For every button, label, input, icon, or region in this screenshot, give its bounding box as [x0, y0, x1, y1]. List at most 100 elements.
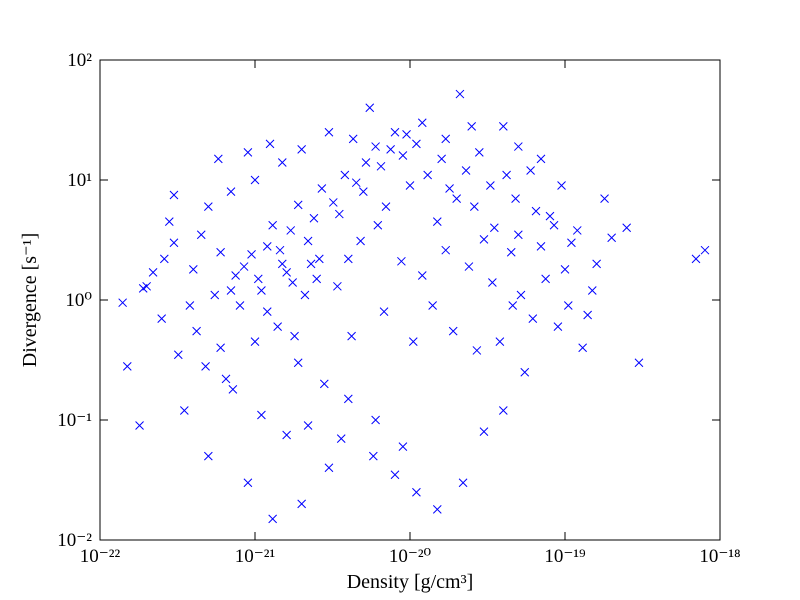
point: [412, 139, 421, 149]
point: [297, 499, 307, 509]
point: [428, 301, 438, 310]
point: [319, 379, 329, 389]
point: [412, 487, 421, 497]
point: [634, 358, 644, 368]
point: [567, 238, 576, 248]
point: [549, 220, 559, 230]
point: [513, 142, 523, 151]
point: [545, 211, 555, 221]
point: [526, 166, 535, 175]
point: [340, 170, 350, 180]
x-tick-label: 10⁻¹⁹: [544, 546, 586, 567]
y-tick-label: 10⁻²: [57, 530, 92, 551]
point: [381, 202, 391, 211]
point: [343, 394, 353, 404]
point: [268, 220, 278, 230]
point: [277, 158, 287, 167]
point: [700, 245, 710, 255]
point: [336, 434, 346, 443]
point: [390, 127, 400, 137]
point: [324, 463, 334, 473]
point: [373, 220, 383, 230]
point: [464, 262, 474, 271]
point: [417, 118, 427, 128]
point: [262, 241, 272, 251]
point: [243, 147, 253, 157]
point: [277, 259, 287, 269]
point: [235, 301, 245, 310]
point: [173, 350, 183, 360]
point: [379, 307, 389, 316]
point: [489, 223, 499, 233]
point: [343, 254, 353, 264]
point: [164, 217, 174, 226]
x-tick-label: 10⁻²²: [80, 546, 121, 567]
point: [213, 154, 223, 164]
point: [268, 514, 278, 524]
point: [286, 226, 296, 235]
point: [361, 158, 371, 167]
point: [314, 254, 324, 264]
point: [528, 314, 538, 323]
point: [118, 298, 128, 308]
point: [216, 343, 225, 353]
point: [390, 470, 400, 480]
point: [691, 254, 701, 264]
point: [351, 178, 361, 188]
point: [520, 367, 530, 377]
point: [583, 310, 593, 320]
point: [247, 250, 256, 259]
point: [445, 184, 454, 193]
point: [290, 331, 299, 341]
point: [486, 181, 495, 190]
point: [441, 245, 451, 255]
point: [300, 290, 310, 300]
point: [169, 238, 179, 248]
point: [452, 194, 462, 203]
point: [371, 415, 380, 425]
x-axis-label: Density [g/cm³]: [347, 571, 474, 593]
point: [423, 170, 433, 180]
point: [203, 202, 213, 211]
point: [474, 147, 484, 157]
point: [282, 430, 291, 440]
point: [159, 254, 169, 264]
point: [511, 194, 520, 203]
point: [210, 290, 220, 300]
point: [303, 236, 313, 246]
point: [398, 151, 408, 160]
point: [541, 274, 550, 284]
point: [221, 374, 231, 384]
point: [461, 166, 471, 175]
point: [257, 286, 266, 295]
point: [179, 406, 189, 415]
point: [622, 223, 632, 233]
point: [397, 256, 406, 266]
point: [536, 241, 546, 251]
point: [293, 358, 303, 368]
point: [253, 274, 263, 284]
y-tick-label: 10²: [67, 50, 92, 71]
point: [560, 265, 570, 274]
point: [513, 230, 523, 240]
point: [243, 478, 253, 488]
point: [398, 442, 408, 451]
point: [402, 130, 411, 139]
point: [432, 505, 442, 514]
point: [148, 267, 158, 277]
point: [135, 421, 144, 430]
point: [587, 286, 597, 295]
point: [347, 331, 356, 341]
point: [231, 271, 240, 280]
point: [250, 337, 260, 346]
x-tick-label: 10⁻²¹: [235, 546, 276, 567]
plot-area: [118, 89, 710, 524]
point: [448, 326, 458, 336]
point: [273, 322, 283, 331]
point: [185, 301, 195, 310]
point: [502, 170, 511, 180]
point: [600, 194, 609, 203]
point: [297, 145, 307, 154]
point: [441, 134, 451, 144]
point: [516, 290, 526, 300]
